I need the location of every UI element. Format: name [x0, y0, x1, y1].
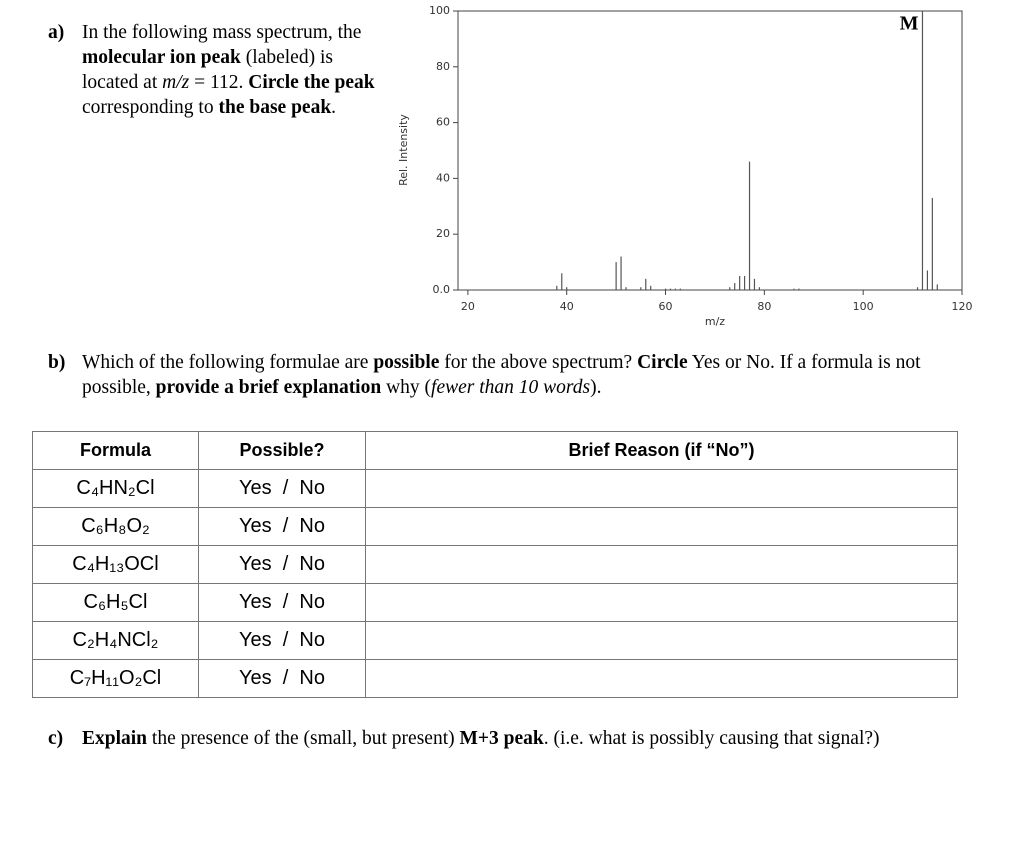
possible-cell: Yes / No: [198, 507, 366, 546]
formula-cell: C₆H₈O₂: [32, 507, 199, 546]
text: m/z: [162, 72, 190, 93]
x-tick-label: 20: [461, 300, 475, 313]
x-tick-label: 100: [853, 300, 874, 313]
table-row: C₇H₁₁O₂Cl Yes / No: [32, 659, 958, 698]
y-axis-label: Rel. Intensity: [397, 114, 410, 186]
y-tick-label: 40: [436, 171, 450, 184]
x-tick-label: 40: [560, 300, 574, 313]
text: . (i.e. what is possibly causing that si…: [543, 728, 880, 749]
text: molecular ion peak: [82, 47, 241, 68]
text: Which of the following formulae are: [82, 352, 374, 373]
text: Circle the peak: [248, 72, 375, 93]
text: for the above spectrum?: [439, 352, 638, 373]
possible-cell: Yes / No: [198, 469, 366, 508]
possible-cell: Yes / No: [198, 621, 366, 660]
header-cell: Brief Reason (if “No”): [365, 431, 958, 470]
y-tick-label: 100: [429, 4, 450, 17]
possible-cell: Yes / No: [198, 659, 366, 698]
question-text: In the following mass spectrum, the mole…: [82, 20, 382, 120]
reason-cell: [365, 583, 958, 622]
y-tick-label: 80: [436, 60, 450, 73]
text: the base peak: [218, 97, 332, 118]
y-tick-label: 0.0: [433, 283, 451, 296]
formula-cell: C₄H₁₃OCl: [32, 545, 199, 584]
reason-cell: [365, 621, 958, 660]
formula-cell: C₇H₁₁O₂Cl: [32, 659, 199, 698]
question-label: c): [48, 728, 64, 749]
table-row: C₆H₈O₂ Yes / No: [32, 507, 958, 546]
peak-annotation: M: [900, 13, 919, 35]
text: = 112.: [189, 72, 249, 93]
question-text: Explain the presence of the (small, but …: [82, 726, 942, 751]
y-tick-label: 60: [436, 116, 450, 129]
table-row: C₄HN₂Cl Yes / No: [32, 469, 958, 508]
text: why (: [381, 377, 432, 398]
table-row: C₆H₅Cl Yes / No: [32, 583, 958, 622]
table-row: C₂H₄NCl₂ Yes / No: [32, 621, 958, 660]
text: M+3 peak: [459, 728, 544, 749]
formula-cell: C₄HN₂Cl: [32, 469, 199, 508]
formula-table: Formula Possible? Brief Reason (if “No”)…: [32, 431, 958, 698]
text: Explain: [82, 728, 148, 749]
text: Yes or No. If a formula is not possible,: [82, 352, 921, 398]
text: possible: [373, 352, 440, 373]
text: In the following mass spectrum, the: [82, 22, 362, 43]
question-label: a): [48, 22, 65, 43]
header-row: Formula Possible? Brief Reason (if “No”): [32, 431, 958, 470]
header-cell: Possible?: [198, 431, 366, 470]
y-tick-label: 20: [436, 227, 450, 240]
formula-cell: C₂H₄NCl₂: [32, 621, 199, 660]
possible-cell: Yes / No: [198, 583, 366, 622]
x-tick-label: 80: [757, 300, 771, 313]
possible-cell: Yes / No: [198, 545, 366, 584]
plot-frame: [457, 10, 963, 291]
x-axis-label: m/z: [705, 315, 725, 328]
x-tick-label: 120: [952, 300, 973, 313]
text: provide a brief explanation: [155, 377, 382, 398]
reason-cell: [365, 469, 958, 508]
text: ).: [590, 377, 602, 398]
x-tick-label: 60: [659, 300, 673, 313]
reason-cell: [365, 507, 958, 546]
question-text: Which of the following formulae are poss…: [82, 350, 942, 400]
text: the presence of the (small, but present): [147, 728, 460, 749]
table-body: C₄HN₂Cl Yes / No C₆H₈O₂ Yes / No C₄H₁₃OCl Yes…: [32, 469, 958, 698]
text: .: [331, 97, 337, 118]
reason-cell: [365, 545, 958, 584]
text: fewer than 10 words: [431, 377, 591, 398]
mass-spectrum: Rel. Intensity m/z 0.0 20 40 60 80 100 20 40 60 8…: [397, 4, 973, 328]
formula-cell: C₆H₅Cl: [32, 583, 199, 622]
text: Circle: [637, 352, 688, 373]
table-row: C₄H₁₃OCl Yes / No: [32, 545, 958, 584]
header-cell: Formula: [32, 431, 199, 470]
text: (labeled) is located at: [82, 47, 333, 93]
text: corresponding to: [82, 97, 219, 118]
question-label: b): [48, 352, 66, 373]
reason-cell: [365, 659, 958, 698]
